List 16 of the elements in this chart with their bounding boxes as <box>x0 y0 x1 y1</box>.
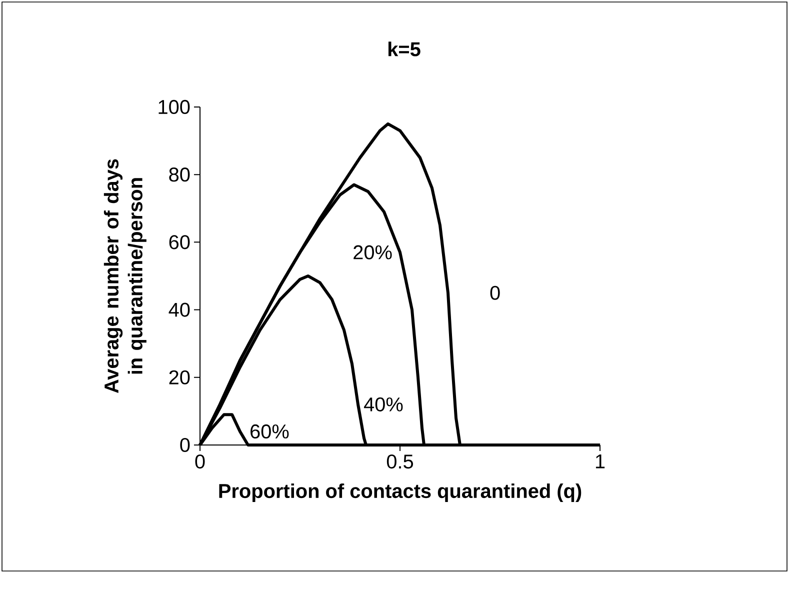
series-label: 60% <box>250 424 289 439</box>
x-tick-label: 0 <box>195 454 205 469</box>
y-tick-label: 80 <box>169 168 190 182</box>
y-tick-label: 60 <box>169 235 190 250</box>
series-label: 40% <box>364 397 403 412</box>
x-tick-label: 1 <box>596 454 605 468</box>
y-axis-title: Average number of days in quarantine/person <box>104 159 146 394</box>
y-tick-label: 40 <box>168 302 190 317</box>
text: 0 <box>490 286 500 300</box>
series-label: 20% <box>354 245 392 260</box>
x-axis-title: Proportion of contacts quarantined (q) <box>219 483 582 502</box>
y-tick-label: 0 <box>180 438 190 452</box>
chart-title: k=5 <box>388 42 420 56</box>
x-tick-label: 0.5 <box>386 454 414 469</box>
y-tick-label: 100 <box>158 100 190 114</box>
y-tick-label: 20 <box>169 370 190 384</box>
